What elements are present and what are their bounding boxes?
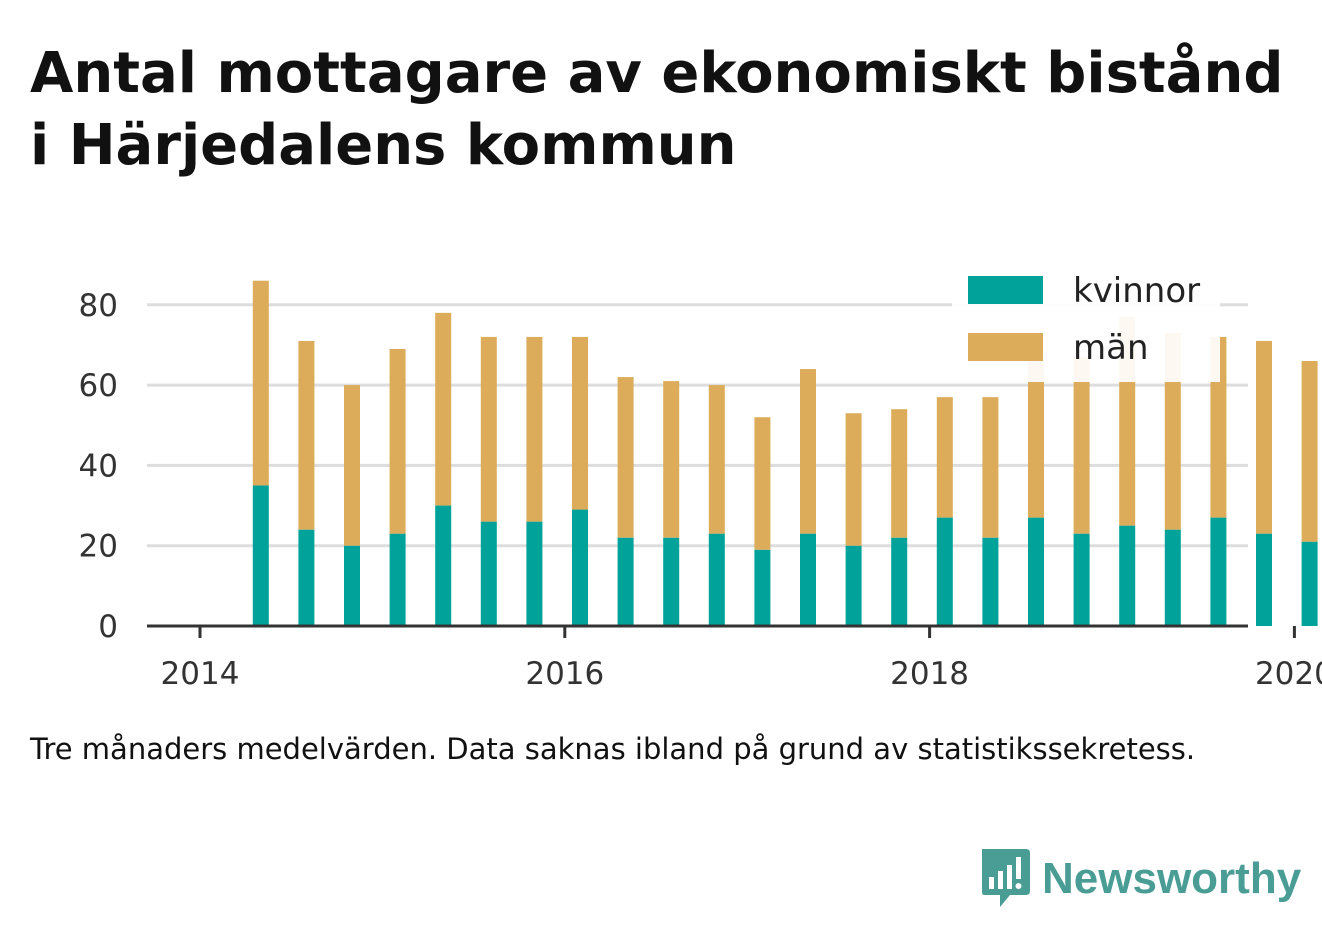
bar-kvinnor [936,517,953,626]
bar-kvinnor [800,533,816,626]
bar-man [480,336,497,522]
bar-kvinnor [1256,533,1272,626]
footnote: Tre månaders medelvärden. Data saknas ib… [30,732,1196,766]
bar-kvinnor [754,549,771,626]
bar-kvinnor [1073,533,1090,626]
newsworthy-bar-chart-bubble-icon [982,849,1030,907]
bar-kvinnor [708,533,725,626]
bar-man [754,417,771,550]
bar-kvinnor [982,537,999,626]
y-tick-label: 60 [79,368,118,404]
bar-kvinnor [1164,529,1181,626]
axes: 020406080201420162018202020222024 [79,288,1322,692]
x-tick-label: 2016 [525,656,604,692]
bar-man [435,312,452,506]
bar-man [708,385,725,534]
y-tick-label: 0 [98,609,118,645]
bar-man [572,336,588,510]
bar-kvinnor [526,521,543,626]
logo-text: Newsworthy [1042,854,1302,903]
bar-kvinnor [891,537,908,626]
bar-kvinnor [1119,525,1136,626]
chart-title: Antal mottagare av ekonomiskt bistånd i … [30,41,1284,178]
bar-man [982,397,999,538]
bar-man [389,348,406,534]
bar-kvinnor [663,537,680,626]
bar-man [1256,340,1272,534]
bar-kvinnor [389,533,406,626]
bar-kvinnor [344,545,360,626]
bar-kvinnor [845,545,862,626]
bar-kvinnor [480,521,497,626]
bar-man [617,377,634,538]
bar-man [298,340,315,530]
legend-label: kvinnor [1073,271,1200,311]
bar-kvinnor [252,485,269,626]
x-tick-label: 2018 [890,656,969,692]
x-tick-label: 2014 [161,656,240,692]
bar-man [252,280,269,486]
bar-man [344,385,360,546]
bar-kvinnor [1028,517,1044,626]
bar-man [1210,336,1227,518]
bar-man [1028,352,1044,518]
bar-kvinnor [1301,541,1318,626]
bar-man [845,413,862,546]
bar-kvinnor [298,529,315,626]
bar-kvinnor [1210,517,1227,626]
y-tick-label: 40 [79,448,118,484]
bar-kvinnor [435,505,452,626]
legend-swatch [968,276,1043,304]
legend-swatch [968,333,1043,361]
bar-man [663,381,680,538]
bar-man [800,369,816,534]
bar-man [936,397,953,518]
legend: kvinnor män [952,262,1220,382]
x-tick-label: 2020 [1255,656,1322,692]
bar-kvinnor [617,537,634,626]
bar-man [1301,361,1318,542]
bar-kvinnor [572,509,588,626]
newsworthy-logo: Newsworthy [978,846,1301,912]
bar-man [891,409,908,538]
bar-man [526,336,543,522]
legend-label: män [1073,328,1149,368]
bar-man [1164,332,1181,530]
y-tick-label: 80 [79,288,118,324]
bar-man [1073,356,1090,534]
bars [252,280,1318,626]
y-tick-label: 20 [79,529,118,565]
